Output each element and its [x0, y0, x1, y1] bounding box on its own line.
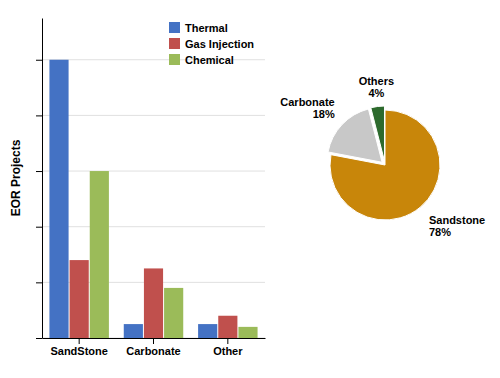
grid-line [42, 171, 265, 172]
bar [144, 268, 163, 338]
pie-category-label: Carbonate [280, 96, 334, 108]
bar [90, 171, 109, 338]
grid-line [42, 226, 265, 227]
legend-swatch [169, 22, 180, 33]
bar [218, 316, 237, 338]
legend: Thermal Gas Injection Chemical [169, 22, 254, 66]
legend-item: Thermal [169, 22, 228, 34]
legend-label: Chemical [185, 54, 234, 66]
pie-slice [371, 106, 385, 161]
pie-chart: Sandstone78% Carbonate18% Others4% [280, 75, 485, 239]
bar [49, 60, 68, 338]
tick-mark [79, 338, 80, 344]
axis-line [42, 19, 43, 339]
tick-mark [36, 282, 42, 283]
pie-value-label: 78% [429, 226, 451, 238]
tick-mark [36, 338, 42, 339]
tick-mark [36, 227, 42, 228]
y-tick [36, 115, 42, 116]
bar [70, 260, 89, 338]
tick-mark [36, 60, 42, 61]
tick-mark [153, 338, 154, 344]
legend-label: Gas Injection [185, 38, 254, 50]
chart-root: SandStone Carbonate Other Thermal Gas Inject… [0, 0, 500, 378]
slices [328, 106, 440, 220]
pie-value-label: 18% [313, 108, 335, 120]
y-tick [36, 171, 42, 172]
bar [164, 288, 183, 338]
grid [42, 60, 265, 338]
y-tick [36, 282, 42, 283]
legend-item: Chemical [169, 54, 234, 66]
y-tick [36, 60, 42, 61]
tick-mark [227, 338, 228, 344]
legend-item: Gas Injection [169, 38, 254, 50]
bars [49, 60, 257, 338]
x-tick-label: Other [213, 345, 243, 357]
bar [124, 324, 143, 338]
x-tick: SandStone [50, 338, 107, 357]
bar-series [49, 60, 217, 338]
legend-swatch [169, 38, 180, 49]
x-tick: Other [213, 338, 243, 357]
y-tick [36, 227, 42, 228]
x-tick: Carbonate [126, 338, 180, 357]
pie-category-label: Others [359, 75, 394, 87]
pie-category-label: Sandstone [429, 214, 485, 226]
x-tick-label: Carbonate [126, 345, 180, 357]
legend-label: Thermal [185, 22, 228, 34]
y-tick [36, 338, 42, 339]
pie-labels: Sandstone78% Carbonate18% Others4% [280, 75, 485, 239]
pie-value-label: 4% [368, 87, 384, 99]
tick-mark [36, 171, 42, 172]
bar [238, 327, 257, 338]
grid-line [42, 115, 265, 116]
x-tick-label: SandStone [50, 345, 107, 357]
x-axis: SandStone Carbonate Other [43, 338, 266, 357]
bar-chart: SandStone Carbonate Other Thermal Gas Inject… [36, 19, 266, 357]
bar-series [90, 171, 258, 338]
y-axis-title: EOR Projects [9, 139, 23, 216]
legend-swatch [169, 54, 180, 65]
bar [198, 324, 217, 338]
y-axis [36, 19, 43, 339]
tick-mark [36, 115, 42, 116]
